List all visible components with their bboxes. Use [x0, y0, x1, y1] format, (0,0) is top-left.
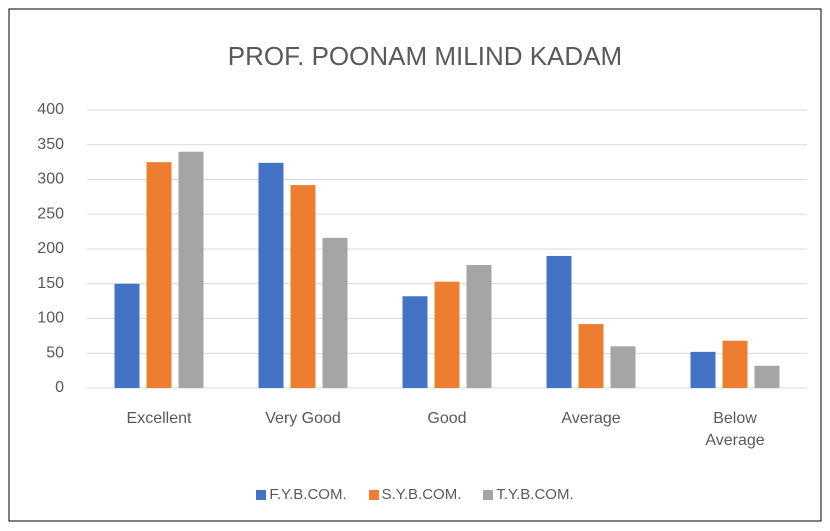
y-tick-label: 350 [37, 136, 64, 153]
bar [754, 365, 780, 388]
bar [178, 151, 204, 388]
y-tick-label: 200 [37, 240, 64, 257]
legend-label: S.Y.B.COM. [381, 486, 462, 503]
bar [290, 185, 316, 388]
bar [402, 296, 428, 388]
x-tick-label: Average [561, 410, 621, 427]
x-tick-label: Below Average [705, 410, 765, 449]
y-tick-label: 50 [46, 344, 64, 361]
legend-item: S.Y.B.COM. [368, 486, 462, 503]
legend-swatch [256, 489, 267, 500]
bar [146, 162, 172, 388]
y-tick-label: 0 [55, 379, 64, 396]
legend: F.Y.B.COM. S.Y.B.COM. T.Y.B.COM. [0, 486, 830, 503]
y-tick-label: 250 [37, 205, 64, 222]
x-tick-label: Very Good [265, 410, 341, 427]
bar [434, 281, 460, 388]
bar [466, 264, 492, 388]
y-tick-label: 150 [37, 275, 64, 292]
bar [114, 283, 140, 388]
bar [546, 255, 572, 388]
y-tick-label: 400 [37, 101, 64, 118]
chart-title: PROF. POONAM MILIND KADAM [228, 41, 622, 71]
y-tick-label: 300 [37, 171, 64, 188]
bar [610, 346, 636, 388]
chart-border [8, 8, 822, 522]
legend-item: F.Y.B.COM. [256, 486, 347, 503]
legend-label: F.Y.B.COM. [269, 486, 347, 503]
legend-swatch [483, 489, 494, 500]
legend-item: T.Y.B.COM. [483, 486, 574, 503]
x-tick-label: Good [427, 410, 467, 427]
bar [578, 324, 604, 388]
legend-swatch [368, 489, 379, 500]
bar [322, 237, 348, 388]
y-tick-label: 100 [37, 310, 64, 327]
x-tick-label: Excellent [126, 410, 192, 427]
bar [690, 351, 716, 388]
legend-label: T.Y.B.COM. [496, 486, 574, 503]
bar [258, 162, 284, 388]
bar [722, 340, 748, 388]
